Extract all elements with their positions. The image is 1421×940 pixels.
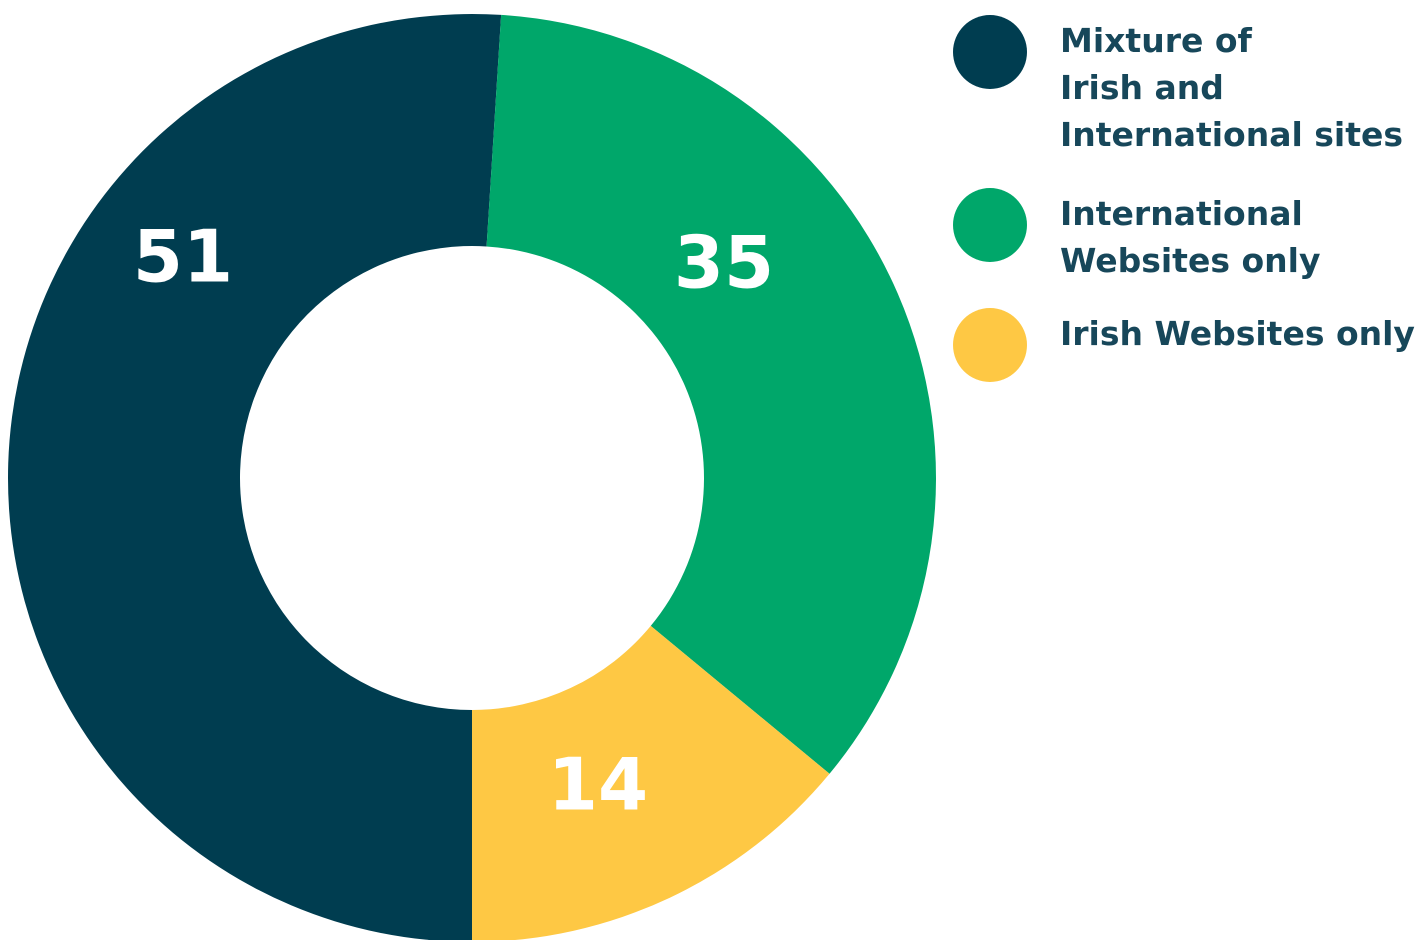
legend-label: Mixture of Irish and International sites <box>1060 21 1404 154</box>
legend-swatch <box>953 188 1027 262</box>
donut-slice <box>486 14 936 774</box>
legend-swatch <box>953 15 1027 89</box>
donut-slice <box>472 625 830 940</box>
donut-slice <box>8 14 502 940</box>
legend-label: International Websites only <box>1060 194 1321 280</box>
value-label: 51 <box>133 215 233 299</box>
legend-label: Irish Websites only <box>1060 314 1415 353</box>
value-label: 35 <box>674 221 774 305</box>
legend-swatch <box>953 308 1027 382</box>
value-label: 14 <box>548 743 648 827</box>
